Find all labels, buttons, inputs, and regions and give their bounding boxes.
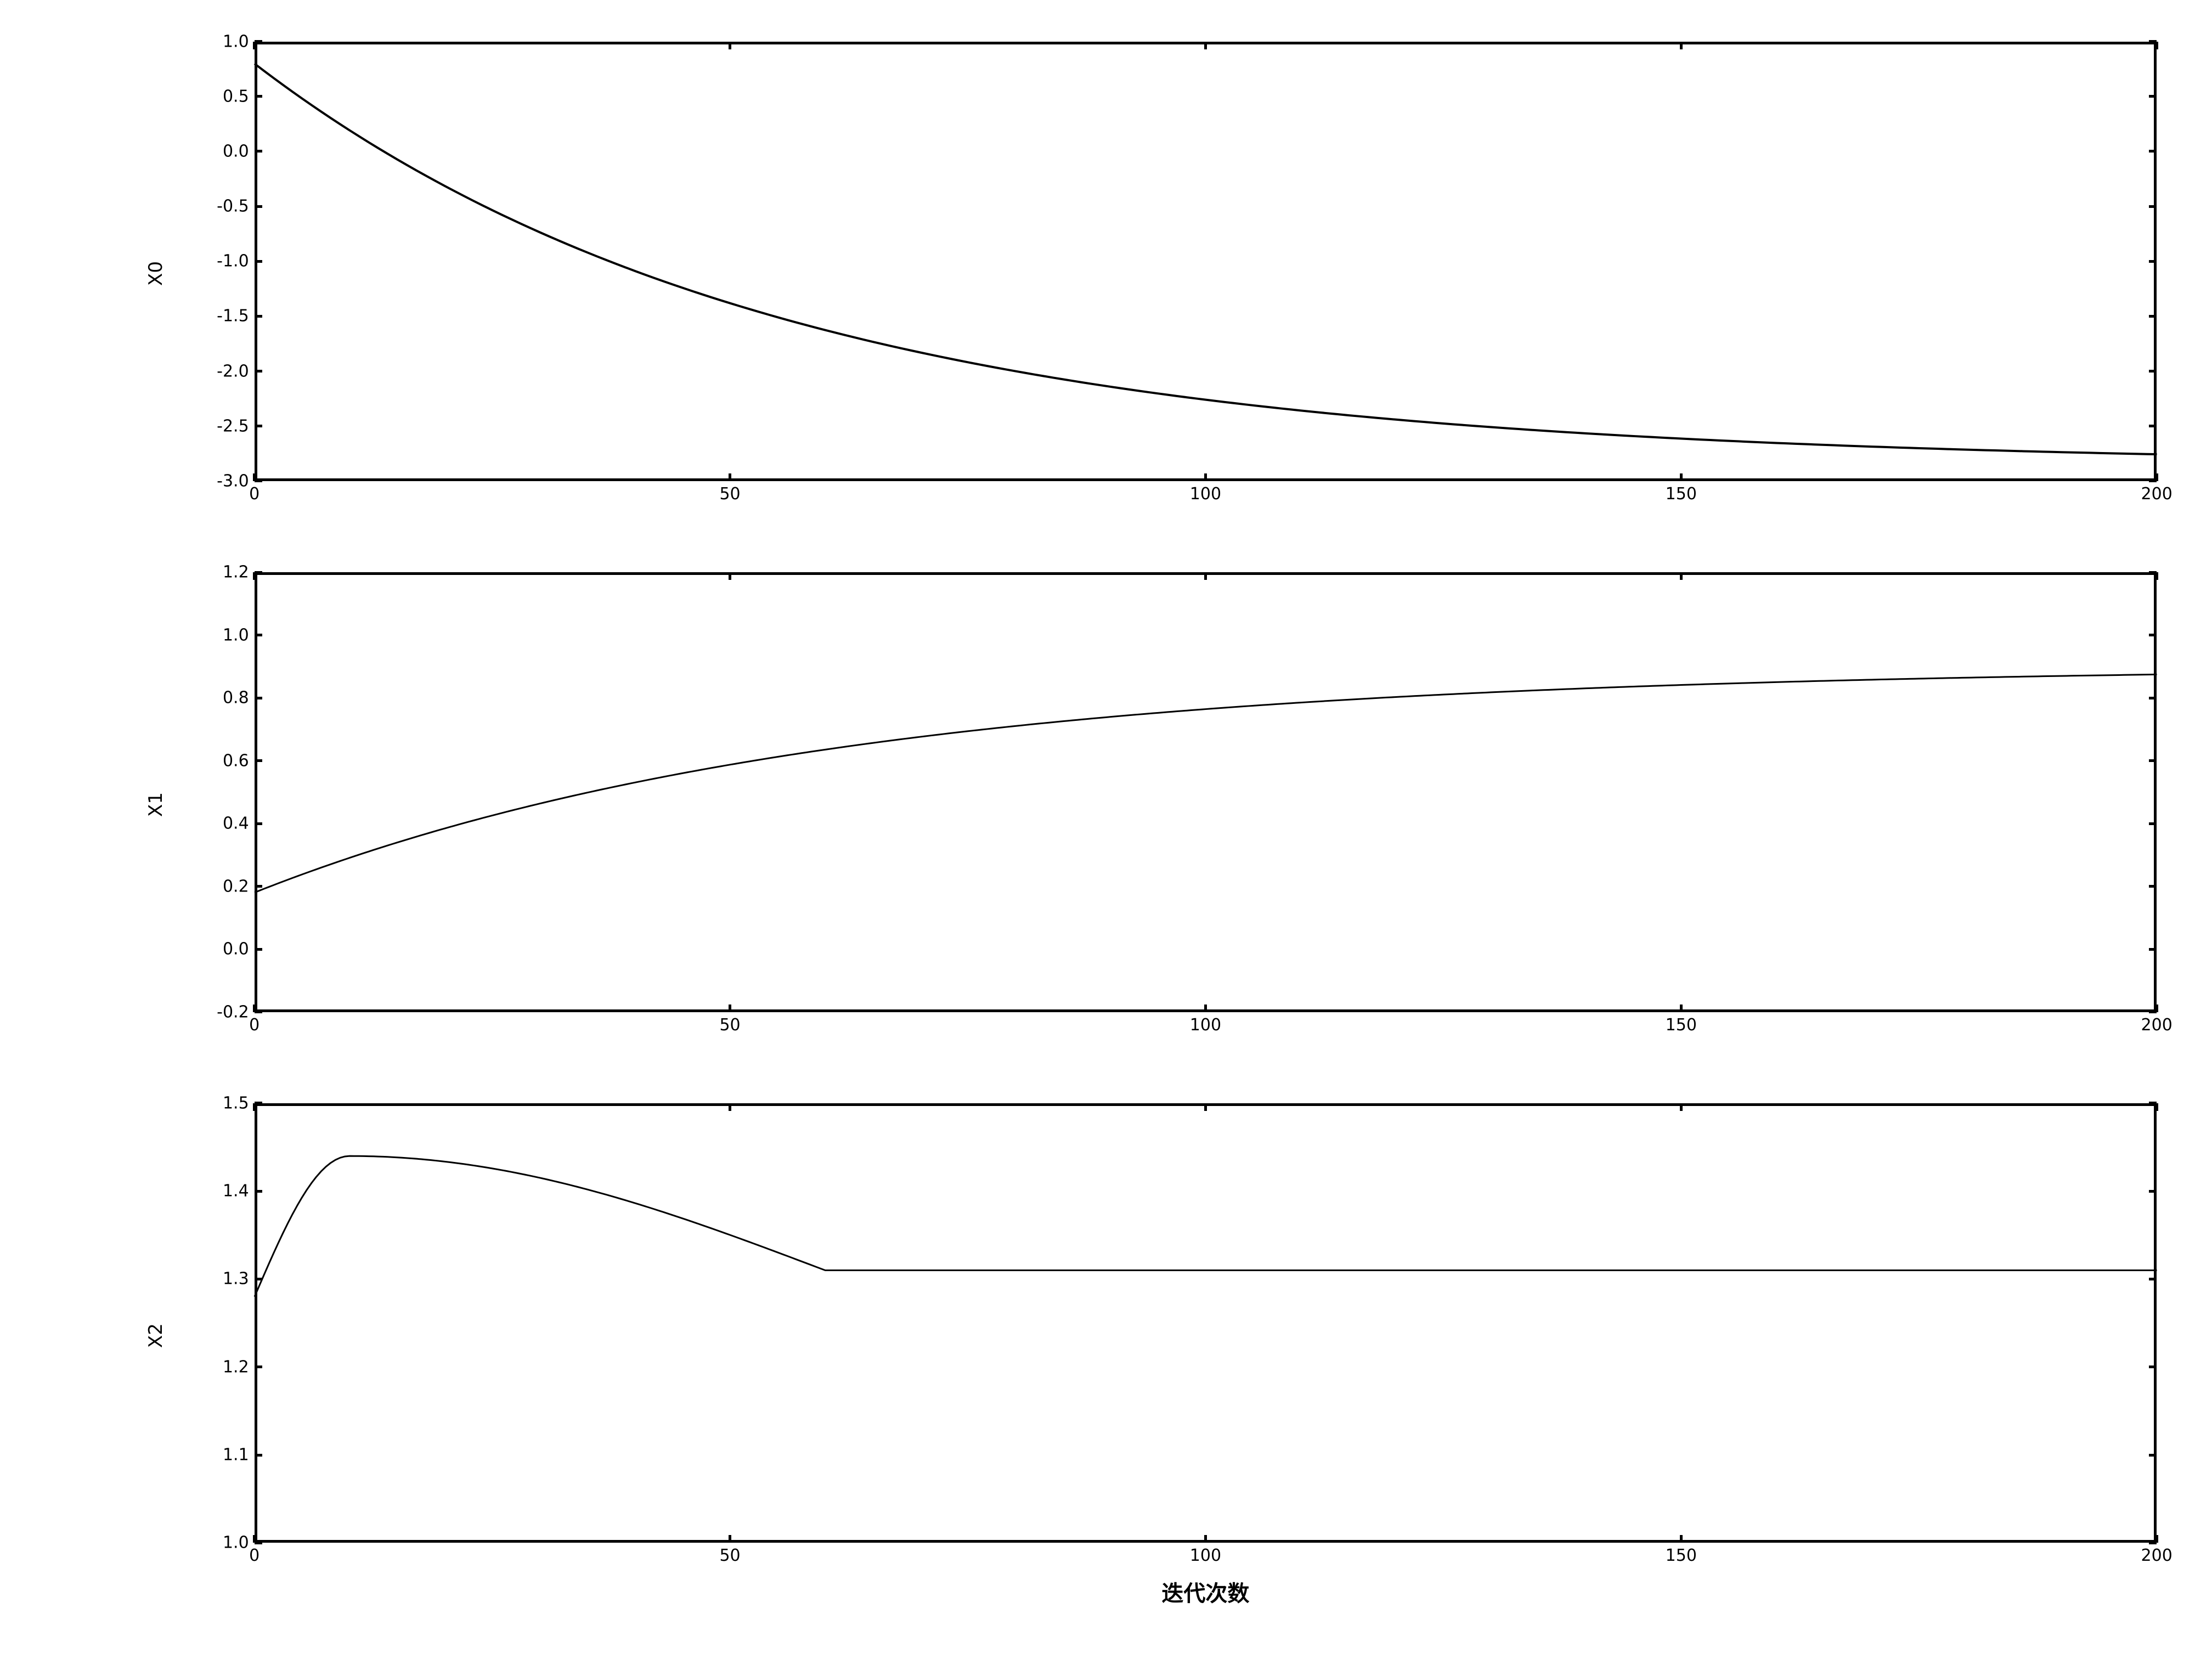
ytick-label: 0.4 <box>223 814 255 833</box>
xtick-label: 150 <box>1666 1543 1697 1565</box>
xtick-label: 150 <box>1666 1012 1697 1035</box>
plot-line <box>255 1103 2157 1543</box>
xtick-label: 100 <box>1190 481 1221 504</box>
xtick-label: 100 <box>1190 1543 1221 1565</box>
ytick-label: -1.0 <box>217 252 255 271</box>
ytick-label: 0.6 <box>223 751 255 770</box>
ytick-label: 1.2 <box>223 1357 255 1376</box>
plot-line <box>255 572 2157 1012</box>
ytick-label: -0.5 <box>217 197 255 216</box>
xtick-label: 0 <box>249 481 259 504</box>
xtick-label: 200 <box>2141 1543 2172 1565</box>
series-path <box>255 1156 2157 1296</box>
ytick-label: 1.4 <box>223 1182 255 1201</box>
ytick-label: -2.0 <box>217 362 255 381</box>
series-path <box>255 675 2157 893</box>
plot-line <box>255 42 2157 481</box>
figure: -3.0-2.5-2.0-1.5-1.0-0.50.00.51.00501001… <box>0 0 2212 1659</box>
xlabel: 迭代次数 <box>1161 1576 1249 1607</box>
xtick-label: 0 <box>249 1012 259 1035</box>
panel-x0: -3.0-2.5-2.0-1.5-1.0-0.50.00.51.00501001… <box>255 42 2157 481</box>
panel-x1: -0.20.00.20.40.60.81.01.2050100150200X1 <box>255 572 2157 1012</box>
ylabel: X2 <box>145 1323 167 1348</box>
xtick-label: 200 <box>2141 1012 2172 1035</box>
ytick-label: 0.2 <box>223 877 255 896</box>
panel-x2: 1.01.11.21.31.41.5050100150200X2迭代次数 <box>255 1103 2157 1543</box>
ytick-label: 1.0 <box>223 32 255 51</box>
ytick-label: 1.5 <box>223 1093 255 1113</box>
ytick-label: 0.8 <box>223 689 255 708</box>
ytick-label: 1.2 <box>223 563 255 582</box>
ytick-label: 1.0 <box>223 625 255 645</box>
series-path <box>255 64 2157 454</box>
ytick-label: 0.0 <box>223 940 255 959</box>
ytick-label: 1.1 <box>223 1446 255 1465</box>
xtick-label: 0 <box>249 1543 259 1565</box>
ylabel: X0 <box>145 261 167 286</box>
ytick-label: -2.5 <box>217 416 255 436</box>
ytick-label: 0.5 <box>223 87 255 106</box>
xtick-label: 100 <box>1190 1012 1221 1035</box>
ytick-label: 1.3 <box>223 1269 255 1289</box>
ytick-label: -1.5 <box>217 307 255 326</box>
ytick-label: 0.0 <box>223 142 255 161</box>
xtick-label: 150 <box>1666 481 1697 504</box>
xtick-label: 50 <box>719 481 740 504</box>
xtick-label: 50 <box>719 1012 740 1035</box>
xtick-label: 50 <box>719 1543 740 1565</box>
ylabel: X1 <box>145 792 167 817</box>
xtick-label: 200 <box>2141 481 2172 504</box>
